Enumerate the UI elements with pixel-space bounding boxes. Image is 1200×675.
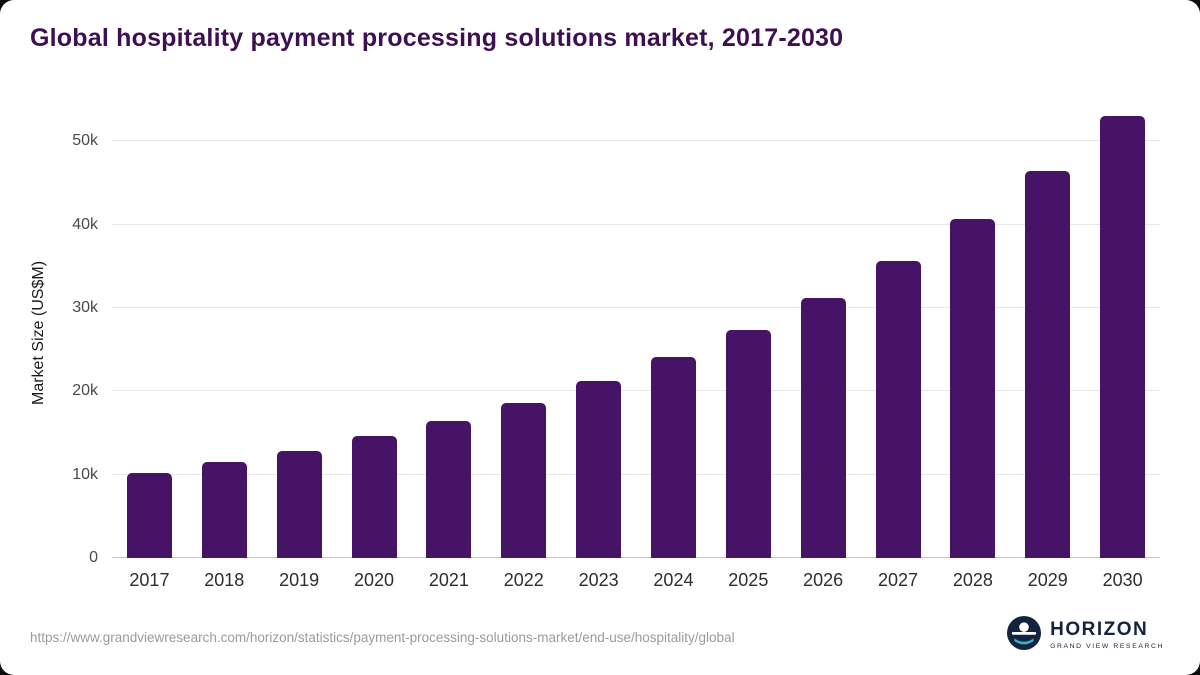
x-tick-label: 2020 xyxy=(353,570,395,590)
bar-column xyxy=(861,108,936,558)
x-tick-label: 2028 xyxy=(952,570,993,590)
y-tick-label: 30k xyxy=(72,299,98,316)
x-axis-labels: 2017 2018 2019 2020 2021 2022 2023 2024 2025 2026… xyxy=(112,570,1160,591)
bar-2022 xyxy=(501,403,547,558)
bar-2028 xyxy=(950,218,996,558)
bar-column xyxy=(262,108,337,558)
bar-2030 xyxy=(1100,115,1146,558)
x-tick-label: 2019 xyxy=(279,570,320,590)
x-tick-label: 2027 xyxy=(878,570,919,590)
bar-column xyxy=(411,108,486,558)
bar-column xyxy=(561,108,636,558)
bar-column xyxy=(187,108,262,558)
bar-2026 xyxy=(800,298,846,558)
bar-column xyxy=(112,108,187,558)
bar-2017 xyxy=(126,473,172,558)
bar-2027 xyxy=(875,261,921,558)
bar-2021 xyxy=(426,420,472,558)
bar-column xyxy=(935,108,1010,558)
horizon-logo-name: HORIZON xyxy=(1050,619,1149,641)
gridline-30k xyxy=(112,307,1160,308)
x-tick-label: 2021 xyxy=(428,570,469,590)
bar-2024 xyxy=(650,357,696,558)
plot-area: 0 10k 20k 30k 40k 50k xyxy=(72,108,1160,566)
y-axis-title: Market Size (US$M) xyxy=(30,260,47,406)
bar-column xyxy=(337,108,412,558)
source-url: https://www.grandviewresearch.com/horizo… xyxy=(30,630,735,645)
gridline-20k xyxy=(112,390,1160,392)
bar-2018 xyxy=(201,462,247,558)
gridline-40k xyxy=(112,223,1160,225)
x-tick-label: 2030 xyxy=(1102,570,1143,590)
x-tick-label: 2029 xyxy=(1027,570,1068,590)
x-tick-label: 2018 xyxy=(204,570,245,590)
chart-title: Global hospitality payment processing so… xyxy=(30,24,844,52)
x-tick-label: 2017 xyxy=(129,570,170,590)
bar-column xyxy=(1010,108,1085,558)
gridline-0 xyxy=(112,557,1160,558)
bar-column xyxy=(636,108,711,558)
y-tick-label: 40k xyxy=(72,215,98,233)
gridline-10k xyxy=(112,473,1160,475)
bar-2020 xyxy=(351,436,397,558)
bar-column xyxy=(486,108,561,558)
bar-2025 xyxy=(725,329,771,558)
x-tick-label: 2022 xyxy=(503,570,544,590)
horizon-logo-subtitle: GRAND VIEW RESEARCH xyxy=(1050,643,1164,651)
horizon-logo-icon xyxy=(1007,616,1042,655)
bar-2019 xyxy=(276,450,322,558)
x-tick-label: 2025 xyxy=(728,570,769,590)
y-tick-label: 0 xyxy=(89,549,98,566)
x-tick-label: 2026 xyxy=(803,570,844,590)
y-tick-label: 10k xyxy=(72,465,98,483)
horizon-logo: HORIZON GRAND VIEW RESEARCH xyxy=(1007,616,1164,655)
x-tick-label: 2024 xyxy=(653,570,694,590)
bar-column xyxy=(1085,108,1160,558)
bar-column xyxy=(711,108,786,558)
bar-2029 xyxy=(1025,171,1071,558)
bar-2023 xyxy=(576,381,622,558)
bar-column xyxy=(786,108,861,558)
y-tick-label: 50k xyxy=(72,132,98,150)
x-tick-label: 2023 xyxy=(578,570,619,590)
bars-layer xyxy=(112,108,1160,558)
horizon-logo-text: HORIZON GRAND VIEW RESEARCH xyxy=(1050,619,1164,651)
y-tick-label: 20k xyxy=(72,382,98,400)
gridline-50k xyxy=(112,140,1160,142)
